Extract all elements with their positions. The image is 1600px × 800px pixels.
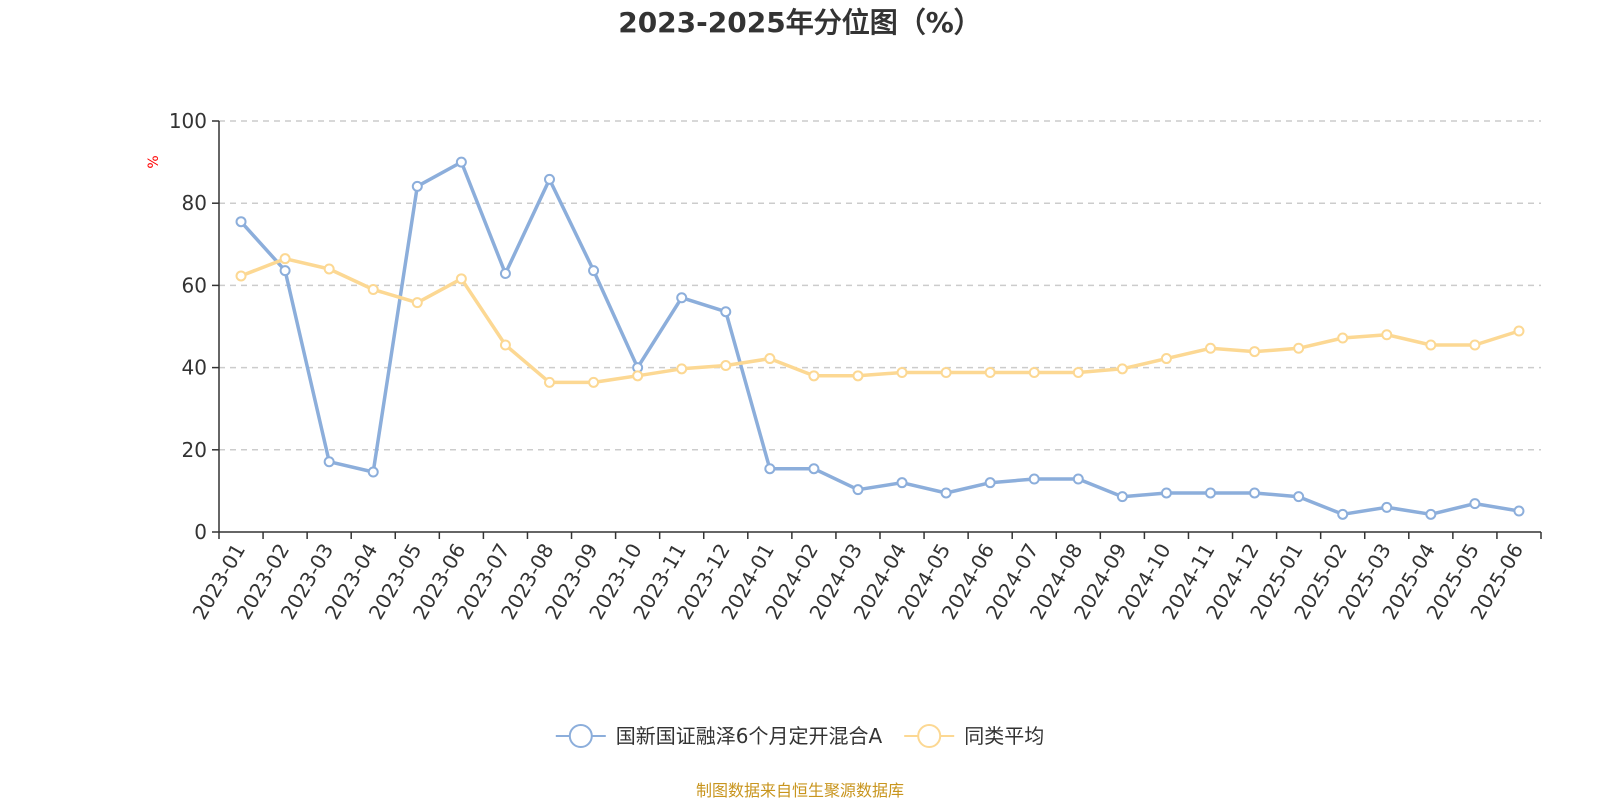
data-point[interactable] [1293, 342, 1305, 354]
data-point[interactable] [676, 292, 688, 304]
data-point[interactable] [1072, 367, 1084, 379]
y-tick-label: 60 [182, 273, 207, 297]
data-point[interactable] [544, 173, 555, 185]
data-point[interactable] [1469, 498, 1481, 510]
series-1 [235, 156, 1525, 520]
data-point[interactable] [323, 263, 335, 275]
legend[interactable]: 国新国证融泽6个月定开混合A 同类平均 [555, 724, 1044, 748]
data-point[interactable] [411, 180, 423, 192]
legend-item[interactable]: 同类平均 [904, 724, 1044, 748]
data-point[interactable] [720, 306, 732, 318]
data-point[interactable] [323, 456, 335, 468]
data-point[interactable] [676, 363, 688, 375]
data-point[interactable] [940, 367, 952, 379]
legend-item[interactable]: 国新国证融泽6个月定开混合A [555, 724, 883, 748]
data-point[interactable] [1116, 491, 1128, 503]
data-point[interactable] [1381, 501, 1393, 513]
y-tick-label: 80 [182, 191, 207, 215]
chart-title: 2023-2025年分位图（%） [618, 6, 982, 39]
y-tick-label: 20 [182, 438, 207, 462]
legend-marker-icon [568, 724, 593, 748]
data-point[interactable] [808, 370, 820, 382]
data-point[interactable] [1381, 329, 1393, 341]
data-point[interactable] [720, 360, 732, 372]
data-point[interactable] [588, 265, 600, 277]
data-point[interactable] [1293, 491, 1305, 503]
data-point[interactable] [1425, 339, 1437, 351]
series-line [239, 160, 1520, 517]
data-point[interactable] [499, 267, 511, 279]
data-point[interactable] [1072, 473, 1084, 485]
data-point[interactable] [367, 284, 379, 296]
data-point[interactable] [1337, 508, 1349, 520]
data-point[interactable] [235, 216, 247, 228]
data-point[interactable] [367, 466, 379, 478]
data-point[interactable] [1249, 487, 1261, 499]
series-2 [235, 253, 1525, 388]
data-point[interactable] [411, 297, 423, 309]
data-point[interactable] [764, 353, 776, 365]
data-point[interactable] [1425, 508, 1437, 520]
legend-marker-icon [917, 724, 942, 748]
data-point[interactable] [544, 376, 555, 388]
axes: 0204060801002023-012023-022023-032023-04… [169, 109, 1542, 624]
data-point[interactable] [1513, 505, 1525, 517]
y-tick-label: 0 [194, 520, 207, 544]
data-point[interactable] [1205, 487, 1216, 499]
grid-lines [219, 120, 1541, 451]
data-point[interactable] [1116, 363, 1128, 375]
data-point[interactable] [1469, 339, 1481, 351]
y-axis-unit: % [146, 155, 162, 168]
data-point[interactable] [1160, 353, 1172, 365]
data-point[interactable] [1513, 325, 1525, 337]
data-point[interactable] [896, 477, 908, 489]
data-point[interactable] [896, 367, 908, 379]
y-tick-label: 40 [182, 356, 207, 380]
series-lines [235, 156, 1525, 520]
series-line [240, 256, 1520, 385]
data-point[interactable] [984, 367, 996, 379]
data-point[interactable] [764, 463, 776, 475]
data-point[interactable] [1028, 367, 1040, 379]
data-point[interactable] [279, 265, 291, 277]
data-point[interactable] [984, 477, 996, 489]
data-point[interactable] [1337, 332, 1349, 344]
data-point[interactable] [455, 156, 467, 168]
data-point[interactable] [279, 253, 291, 265]
data-point[interactable] [235, 270, 247, 282]
data-point[interactable] [588, 376, 600, 388]
legend-label: 同类平均 [964, 724, 1044, 748]
data-point[interactable] [852, 370, 864, 382]
data-point[interactable] [1028, 473, 1040, 485]
data-point[interactable] [852, 484, 864, 496]
data-point[interactable] [499, 339, 511, 351]
data-point[interactable] [1249, 346, 1261, 358]
data-point[interactable] [455, 273, 467, 285]
data-point[interactable] [1160, 487, 1172, 499]
legend-label: 国新国证融泽6个月定开混合A [616, 724, 883, 748]
data-point[interactable] [940, 487, 952, 499]
data-point[interactable] [1205, 342, 1216, 354]
data-point[interactable] [632, 370, 644, 382]
y-tick-label: 100 [169, 109, 207, 133]
data-point[interactable] [808, 463, 820, 475]
data-source: 制图数据来自恒生聚源数据库 [696, 781, 904, 800]
